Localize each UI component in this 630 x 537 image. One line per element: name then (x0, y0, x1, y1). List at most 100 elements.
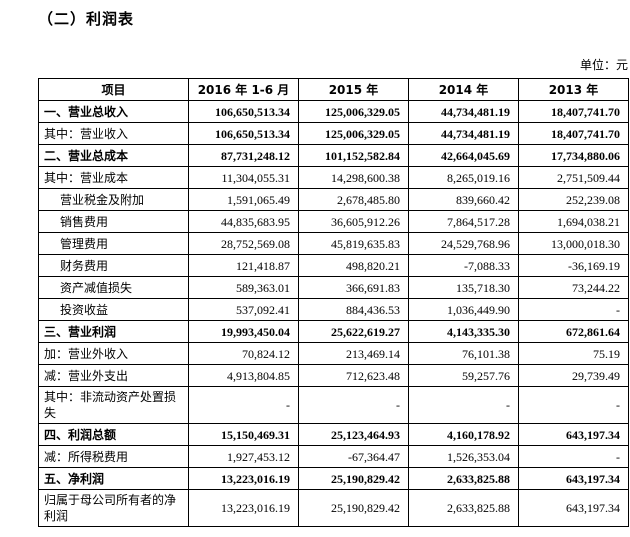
row-value: 1,591,065.49 (188, 188, 299, 211)
row-value: - (518, 445, 629, 468)
row-value: 76,101.38 (408, 342, 519, 365)
table-row: 销售费用 44,835,683.95 36,605,912.26 7,864,517.… (38, 210, 629, 233)
row-value: 13,223,016.19 (188, 489, 299, 527)
row-value: 19,993,450.04 (188, 320, 299, 343)
row-value: 70,824.12 (188, 342, 299, 365)
row-value: 73,244.22 (518, 276, 629, 299)
profit-table-head: 项目 2016 年 1-6 月 2015 年 2014 年 2013 年 (38, 78, 629, 101)
row-value: 1,526,353.04 (408, 445, 519, 468)
table-row: 资产减值损失 589,363.01 366,691.83 135,718.30 73,2… (38, 276, 629, 299)
row-label: 四、利润总额 (38, 423, 189, 446)
row-label: 三、营业利润 (38, 320, 189, 343)
column-header: 2015 年 (298, 78, 409, 101)
row-value: 25,123,464.93 (298, 423, 409, 446)
row-label: 减：所得税费用 (38, 445, 189, 468)
row-label: 归属于母公司所有者的净利润 (38, 489, 189, 527)
table-row: 其中：营业成本 11,304,055.31 14,298,600.38 8,265,0… (38, 166, 629, 189)
row-label: 资产减值损失 (38, 276, 189, 299)
row-label: 其中：营业成本 (38, 166, 189, 189)
row-label: 营业税金及附加 (38, 188, 189, 211)
row-value: 4,143,335.30 (408, 320, 519, 343)
row-value: - (408, 386, 519, 424)
row-value: 2,751,509.44 (518, 166, 629, 189)
row-value: -7,088.33 (408, 254, 519, 277)
row-value: 28,752,569.08 (188, 232, 299, 255)
row-value: 884,436.53 (298, 298, 409, 321)
table-row: 四、利润总额 15,150,469.31 25,123,464.93 4,160,17… (38, 423, 629, 446)
profit-table-body: 一、营业总收入 106,650,513.34 125,006,329.05 44,73… (38, 100, 629, 527)
table-row: 减：所得税费用 1,927,453.12 -67,364.47 1,526,353.0… (38, 445, 629, 468)
table-row: 三、营业利润 19,993,450.04 25,622,619.27 4,143,33… (38, 320, 629, 343)
row-value: 643,197.34 (518, 423, 629, 446)
table-row: 一、营业总收入 106,650,513.34 125,006,329.05 44,73… (38, 100, 629, 123)
row-value: 11,304,055.31 (188, 166, 299, 189)
row-value: 2,633,825.88 (408, 489, 519, 527)
row-value: 4,913,804.85 (188, 364, 299, 387)
row-value: 839,660.42 (408, 188, 519, 211)
table-row: 其中：营业收入 106,650,513.34 125,006,329.05 44,73… (38, 122, 629, 145)
table-row: 财务费用 121,418.87 498,820.21 -7,088.33 -36,169… (38, 254, 629, 277)
row-value: 44,835,683.95 (188, 210, 299, 233)
row-label: 其中：非流动资产处置损失 (38, 386, 189, 424)
row-value: 15,150,469.31 (188, 423, 299, 446)
row-value: 42,664,045.69 (408, 144, 519, 167)
row-value: 44,734,481.19 (408, 100, 519, 123)
row-value: 252,239.08 (518, 188, 629, 211)
row-value: -36,169.19 (518, 254, 629, 277)
row-value: -67,364.47 (298, 445, 409, 468)
row-label: 投资收益 (38, 298, 189, 321)
row-value: 45,819,635.83 (298, 232, 409, 255)
row-value: 589,363.01 (188, 276, 299, 299)
row-value: - (518, 298, 629, 321)
column-header: 2016 年 1-6 月 (188, 78, 299, 101)
column-header: 2014 年 (408, 78, 519, 101)
unit-label: 单位：元 (579, 58, 628, 72)
row-value: 25,190,829.42 (298, 489, 409, 527)
row-value: 1,927,453.12 (188, 445, 299, 468)
row-value: 125,006,329.05 (298, 122, 409, 145)
table-row: 营业税金及附加 1,591,065.49 2,678,485.80 839,660.4… (38, 188, 629, 211)
row-label: 其中：营业收入 (38, 122, 189, 145)
row-value: - (298, 386, 409, 424)
row-value: 101,152,582.84 (298, 144, 409, 167)
row-value: 125,006,329.05 (298, 100, 409, 123)
row-label: 减：营业外支出 (38, 364, 189, 387)
row-value: 537,092.41 (188, 298, 299, 321)
row-value: 24,529,768.96 (408, 232, 519, 255)
table-row: 五、净利润 13,223,016.19 25,190,829.42 2,633,825… (38, 467, 629, 490)
row-value: 17,734,880.06 (518, 144, 629, 167)
row-value: 18,407,741.70 (518, 100, 629, 123)
page-title: （二）利润表 (38, 10, 135, 28)
row-value: 643,197.34 (518, 467, 629, 490)
row-value: 643,197.34 (518, 489, 629, 527)
table-header-row: 项目 2016 年 1-6 月 2015 年 2014 年 2013 年 (38, 78, 629, 101)
row-value: 135,718.30 (408, 276, 519, 299)
row-label: 管理费用 (38, 232, 189, 255)
row-value: 18,407,741.70 (518, 122, 629, 145)
row-value: 29,739.49 (518, 364, 629, 387)
row-value: 75.19 (518, 342, 629, 365)
row-value: 8,265,019.16 (408, 166, 519, 189)
row-value: 7,864,517.28 (408, 210, 519, 233)
row-value: 13,223,016.19 (188, 467, 299, 490)
row-value: 36,605,912.26 (298, 210, 409, 233)
row-value: 1,694,038.21 (518, 210, 629, 233)
table-row: 其中：非流动资产处置损失 - - - - (38, 386, 629, 424)
row-value: 712,623.48 (298, 364, 409, 387)
table-row: 减：营业外支出 4,913,804.85 712,623.48 59,257.76 29… (38, 364, 629, 387)
row-value: 121,418.87 (188, 254, 299, 277)
row-label: 一、营业总收入 (38, 100, 189, 123)
row-value: 25,622,619.27 (298, 320, 409, 343)
row-value: 13,000,018.30 (518, 232, 629, 255)
row-value: 59,257.76 (408, 364, 519, 387)
row-label: 五、净利润 (38, 467, 189, 490)
row-value: 14,298,600.38 (298, 166, 409, 189)
row-value: 87,731,248.12 (188, 144, 299, 167)
row-label: 加：营业外收入 (38, 342, 189, 365)
column-header: 2013 年 (518, 78, 629, 101)
table-row: 投资收益 537,092.41 884,436.53 1,036,449.90- (38, 298, 629, 321)
row-value: 213,469.14 (298, 342, 409, 365)
row-value: 2,678,485.80 (298, 188, 409, 211)
row-value: 366,691.83 (298, 276, 409, 299)
